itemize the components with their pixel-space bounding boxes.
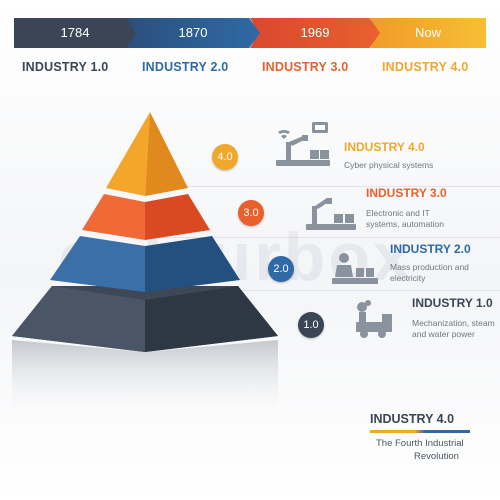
level-title-1: INDUSTRY 1.0 — [412, 296, 493, 310]
assembly-worker-icon — [332, 253, 378, 284]
pyramid-tier-2-right — [145, 236, 240, 292]
robot-arm-conveyor-icon — [306, 198, 356, 230]
pyramid-graphic — [12, 112, 278, 420]
divider-line — [150, 186, 500, 187]
timeline-segment-1969: 1969 — [250, 18, 380, 48]
pyramid-tier-1-right — [145, 286, 278, 352]
pyramid-tier-1-left — [12, 286, 145, 352]
footer-subtitle-line2: Revolution — [414, 451, 459, 462]
level-desc-2-line2: electricity — [390, 273, 426, 283]
timeline-segment-now: Now — [370, 18, 486, 48]
level-desc-1-line2: and water power — [412, 329, 475, 339]
level-badge-2: 2.0 — [268, 256, 294, 282]
timeline-segment-1870: 1870 — [126, 18, 260, 48]
footer-title: INDUSTRY 4.0 — [370, 412, 455, 426]
pyramid-tier-2-left — [50, 236, 145, 292]
level-desc-3-line1: Electronic and IT — [366, 208, 430, 218]
pyramid-tier-4-left — [106, 112, 150, 196]
era-label-industry-2: INDUSTRY 2.0 — [142, 60, 229, 74]
robot-arm-wifi-icon — [276, 122, 330, 166]
footer-rule — [370, 430, 470, 433]
steam-engine-icon — [356, 300, 392, 338]
footer-subtitle-line1: The Fourth Industrial — [376, 438, 464, 449]
level-desc-2-line1: Mass production and — [390, 262, 469, 272]
era-label-industry-4: INDUSTRY 4.0 — [382, 60, 469, 74]
pyramid-reflection — [12, 340, 278, 420]
level-title-4: INDUSTRY 4.0 — [344, 140, 425, 154]
level-badge-1: 1.0 — [298, 312, 324, 338]
level-title-3: INDUSTRY 3.0 — [366, 186, 447, 200]
divider-line — [150, 237, 500, 238]
pyramid-tier-4-right — [145, 112, 188, 196]
pyramid-tier-3-right — [145, 194, 210, 240]
era-label-industry-1: INDUSTRY 1.0 — [22, 60, 109, 74]
level-desc-4: Cyber physical systems — [344, 160, 434, 170]
level-desc-1-line1: Mechanization, steam — [412, 318, 495, 328]
level-title-2: INDUSTRY 2.0 — [390, 242, 471, 256]
pyramid-tier-3-left — [82, 194, 145, 240]
timeline-segment-1784: 1784 — [14, 18, 136, 48]
divider-line — [130, 290, 500, 291]
level-badge-4: 4.0 — [212, 144, 238, 170]
level-desc-3-line2: systems, automation — [366, 219, 444, 229]
era-label-industry-3: INDUSTRY 3.0 — [262, 60, 349, 74]
level-badge-3: 3.0 — [238, 200, 264, 226]
